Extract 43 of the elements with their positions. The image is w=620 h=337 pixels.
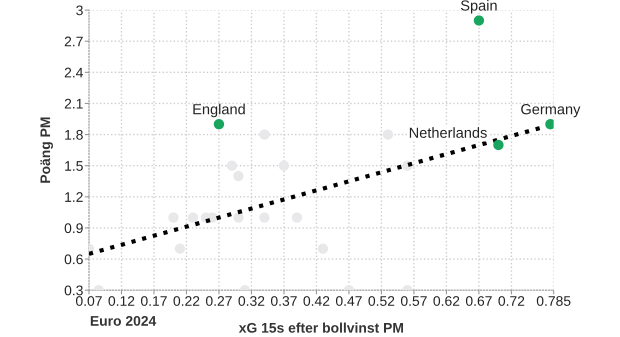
text: Euro 2024 bbox=[90, 316, 156, 326]
annotation: Spain bbox=[460, 0, 497, 14]
point bbox=[226, 160, 238, 171]
y-tick-label: 1.5 bbox=[65, 161, 83, 171]
y-axis-title: Poäng PM bbox=[40, 117, 53, 183]
y-tick-label: 2.4 bbox=[64, 68, 84, 78]
x-tick-label: 0.22 bbox=[173, 296, 200, 306]
y-tick-label: 0.3 bbox=[64, 285, 83, 296]
point bbox=[278, 160, 290, 171]
x-axis-title: xG 15s efter bollvinst PM bbox=[238, 322, 403, 333]
x-tick-label: 0.47 bbox=[336, 296, 362, 306]
x-tick-label: 0.12 bbox=[108, 296, 134, 306]
x-tick-label: 0.17 bbox=[140, 296, 167, 306]
x-tick-label: 0.67 bbox=[466, 296, 492, 306]
y-tick-label: 0.9 bbox=[64, 223, 83, 234]
x-tick-label: 0.57 bbox=[400, 296, 427, 306]
point bbox=[259, 129, 270, 140]
y-tick-label: 1.8 bbox=[65, 130, 83, 140]
point bbox=[318, 244, 328, 254]
y-tick-label: 2.1 bbox=[64, 98, 83, 108]
x-tick-label: 0.785 bbox=[536, 296, 570, 306]
y-tick-label: 1.2 bbox=[65, 192, 83, 202]
point bbox=[188, 212, 198, 223]
x-tick-label: 0.07 bbox=[76, 296, 102, 306]
point bbox=[174, 244, 186, 254]
y-tick-label: 3 bbox=[76, 5, 83, 16]
y-tick-label: 2.7 bbox=[64, 36, 83, 46]
x-tick-label: 0.42 bbox=[303, 296, 330, 306]
point bbox=[214, 119, 224, 130]
annotation: England bbox=[193, 104, 245, 118]
x-tick-label: 0.62 bbox=[433, 296, 460, 306]
annotation: Netherlands bbox=[410, 127, 487, 138]
y-tick-label: 0.6 bbox=[64, 254, 83, 264]
point bbox=[474, 15, 484, 26]
x-tick-label: 0.37 bbox=[270, 296, 297, 306]
point bbox=[493, 140, 504, 150]
annotation: Germany bbox=[521, 104, 580, 118]
x-tick-label: 0.52 bbox=[368, 296, 394, 306]
x-tick-label: 0.32 bbox=[238, 296, 264, 306]
x-tick-label: 0.27 bbox=[206, 296, 232, 306]
point bbox=[382, 129, 394, 140]
point bbox=[233, 212, 244, 223]
x-tick-label: 0.72 bbox=[498, 296, 524, 306]
